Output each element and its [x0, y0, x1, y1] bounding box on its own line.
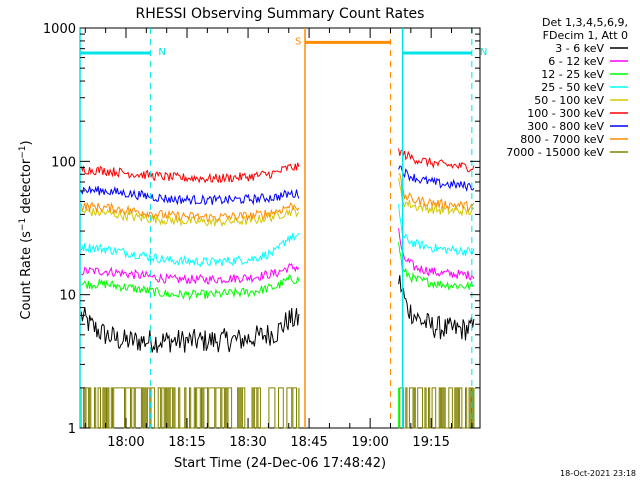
series-line: [80, 162, 300, 184]
series-3-6-kev: [80, 275, 475, 353]
series-12-25-kev: [80, 241, 474, 301]
flag-interval-s: S: [295, 28, 391, 428]
series-100-300-kev: [80, 148, 475, 184]
legend-entry-label: 100 - 300 keV: [527, 107, 604, 120]
y-tick-label: 100: [51, 155, 76, 170]
series-line: [398, 177, 475, 216]
series-line: [81, 387, 300, 429]
series-300-800-kev: [80, 165, 475, 206]
plot-area: N S N: [79, 27, 487, 429]
series-800-7000-kev: [80, 173, 475, 223]
series-50-100-kev: [80, 177, 475, 228]
legend-entry-label: 7000 - 15000 keV: [506, 146, 604, 159]
series-line: [80, 201, 300, 223]
y-tick-label: 10: [59, 289, 76, 304]
chart-title: RHESSI Observing Summary Count Rates: [136, 6, 425, 22]
flag-label: N: [158, 47, 165, 58]
series-line: [398, 275, 475, 341]
legend-entry-label: 25 - 50 keV: [541, 81, 604, 94]
series-line: [80, 274, 300, 301]
legend: Det 1,3,4,5,6,9,FDecim 1, Att 03 - 6 keV…: [506, 16, 628, 159]
y-axis-label: Count Rate (s−1 detector−1): [18, 140, 34, 319]
legend-header: Det 1,3,4,5,6,9,: [542, 16, 628, 29]
x-tick-label: 18:15: [168, 435, 205, 450]
series-line: [398, 387, 475, 429]
legend-entry-label: 6 - 12 keV: [548, 55, 604, 68]
flag-label: S: [295, 36, 301, 47]
x-tick-label: 18:45: [290, 435, 327, 450]
y-tick-label: 1000: [43, 22, 76, 37]
legend-entry-label: 300 - 800 keV: [527, 120, 604, 133]
series-line: [80, 262, 300, 285]
series-line: [80, 307, 300, 353]
legend-entry-label: 3 - 6 keV: [555, 42, 604, 55]
timestamp: 18-Oct-2021 23:18: [560, 469, 636, 478]
x-tick-label: 19:15: [412, 435, 449, 450]
x-tick-label: 18:30: [229, 435, 266, 450]
legend-entry-label: 12 - 25 keV: [541, 68, 604, 81]
series-line: [80, 185, 300, 206]
flag-interval-n: N: [401, 28, 487, 428]
series-line: [398, 241, 474, 291]
series-6-12-kev: [80, 228, 475, 285]
flag-interval-n: N: [79, 28, 166, 428]
y-axis: 1 10 100 1000: [43, 22, 480, 437]
series-7000-15000-kev: [81, 387, 475, 429]
legend-entry-label: 800 - 7000 keV: [520, 133, 604, 146]
legend-header: FDecim 1, Att 0: [543, 29, 628, 42]
flag-label: N: [480, 47, 487, 58]
series-line: [398, 148, 475, 173]
legend-entry-label: 50 - 100 keV: [534, 94, 604, 107]
y-tick-label: 1: [68, 422, 76, 437]
series-line: [398, 165, 475, 192]
series-line: [398, 228, 475, 281]
series-line: [80, 232, 300, 268]
x-tick-label: 18:00: [107, 435, 144, 450]
x-axis: 18:00 18:15 18:30 18:45 19:00 19:15: [84, 28, 473, 450]
series-line: [398, 173, 475, 212]
x-axis-label: Start Time (24-Dec-06 17:48:42): [174, 456, 386, 471]
series-line: [80, 206, 300, 228]
x-tick-label: 19:00: [351, 435, 388, 450]
series-25-50-kev: [80, 203, 475, 268]
plot-frame: [79, 27, 481, 429]
series-line: [398, 203, 475, 256]
